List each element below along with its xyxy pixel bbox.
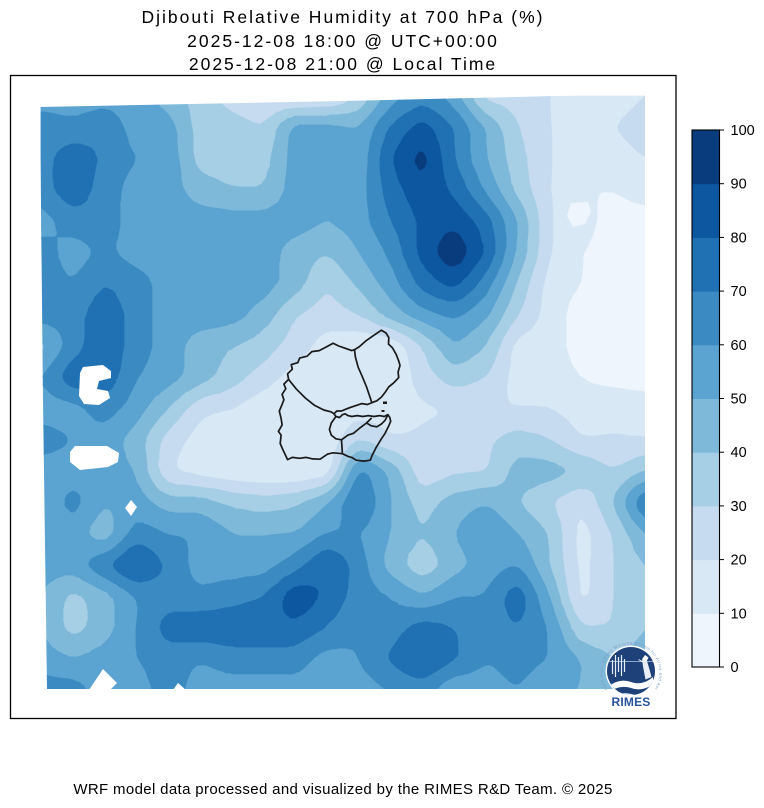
svg-text:50: 50 xyxy=(731,392,747,408)
svg-text:Djibouti Relative Humidity at: Djibouti Relative Humidity at 700 hPa (%… xyxy=(142,7,545,27)
svg-text:2025-12-08 21:00 @ Local Time: 2025-12-08 21:00 @ Local Time xyxy=(189,54,497,74)
svg-text:80: 80 xyxy=(731,230,747,246)
svg-text:70: 70 xyxy=(731,284,747,300)
svg-text:90: 90 xyxy=(731,177,747,193)
svg-text:40: 40 xyxy=(731,445,747,461)
svg-text:RIMES: RIMES xyxy=(611,695,650,709)
svg-text:0: 0 xyxy=(731,660,739,676)
svg-text:10: 10 xyxy=(731,606,747,622)
svg-text:2025-12-08 18:00 @ UTC+00:00: 2025-12-08 18:00 @ UTC+00:00 xyxy=(187,31,499,51)
svg-text:30: 30 xyxy=(731,499,747,515)
svg-text:WRF model data processed and v: WRF model data processed and visualized … xyxy=(73,781,612,798)
svg-text:20: 20 xyxy=(731,553,747,569)
svg-text:100: 100 xyxy=(731,123,755,139)
svg-text:60: 60 xyxy=(731,338,747,354)
